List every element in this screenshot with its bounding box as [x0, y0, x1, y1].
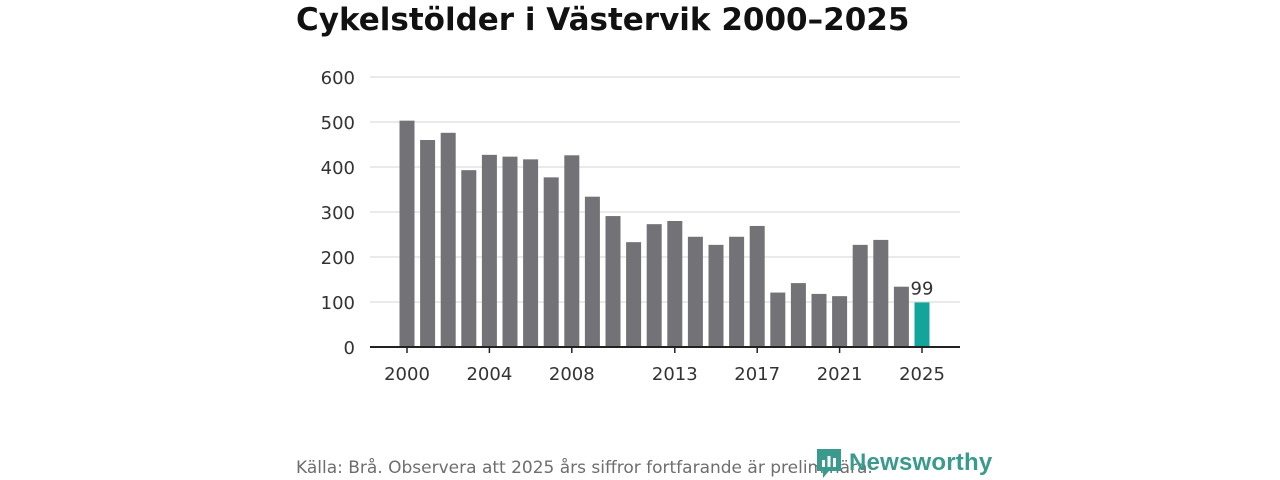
bar-2011[interactable]: [626, 242, 642, 347]
x-tick-label: 2000: [384, 364, 430, 385]
bar-2022[interactable]: [852, 244, 868, 347]
bar-2018[interactable]: [770, 292, 786, 347]
bar-2025[interactable]: [914, 302, 930, 347]
chart-title: Cykelstölder i Västervik 2000–2025: [296, 2, 910, 38]
data-label-2025: 99: [911, 278, 934, 299]
brand-name: Newsworthy: [849, 449, 993, 476]
bar-chart: 0 100 200 300 400 500 600 2000 2004 2008 2013 2017…: [321, 68, 960, 385]
y-tick-label: 600: [321, 68, 355, 89]
x-tick-label: 2021: [817, 364, 863, 385]
y-tick-label: 0: [344, 338, 355, 359]
bar-2000[interactable]: [399, 120, 415, 348]
x-tick-label: 2013: [652, 364, 698, 385]
y-tick-label: 100: [321, 293, 355, 314]
bar-2017[interactable]: [749, 225, 765, 347]
bar-2002[interactable]: [440, 132, 456, 347]
brand-logo[interactable]: Newsworthy: [815, 447, 992, 479]
bar-2010[interactable]: [605, 216, 621, 347]
x-tick-label: 2008: [549, 364, 595, 385]
bar-2005[interactable]: [502, 156, 518, 347]
bar-2008[interactable]: [564, 155, 580, 347]
y-tick-label: 300: [321, 203, 355, 224]
x-tick-label: 2004: [466, 364, 512, 385]
bar-2015[interactable]: [708, 244, 724, 347]
x-tick-label: 2025: [899, 364, 945, 385]
bar-2009[interactable]: [584, 196, 600, 347]
bar-2004[interactable]: [481, 154, 497, 347]
y-tick-label: 200: [321, 248, 355, 269]
bar-2001[interactable]: [420, 140, 436, 347]
bar-2020[interactable]: [811, 293, 827, 347]
bar-2021[interactable]: [832, 296, 848, 347]
y-tick-label: 500: [321, 113, 355, 134]
bar-2016[interactable]: [729, 236, 745, 347]
x-tick-label: 2017: [734, 364, 780, 385]
y-tick-label: 400: [321, 158, 355, 179]
source-note: Källa: Brå. Observera att 2025 års siffr…: [296, 458, 873, 478]
bar-2007[interactable]: [543, 177, 559, 347]
bar-2012[interactable]: [646, 224, 662, 347]
bar-2003[interactable]: [461, 170, 477, 347]
bar-2014[interactable]: [687, 236, 703, 347]
bar-2013[interactable]: [667, 221, 683, 347]
newsworthy-logo-icon: [817, 449, 841, 478]
bar-2024[interactable]: [893, 286, 909, 347]
bar-2006[interactable]: [523, 159, 539, 347]
bar-2023[interactable]: [873, 239, 889, 347]
bar-2019[interactable]: [790, 283, 806, 347]
